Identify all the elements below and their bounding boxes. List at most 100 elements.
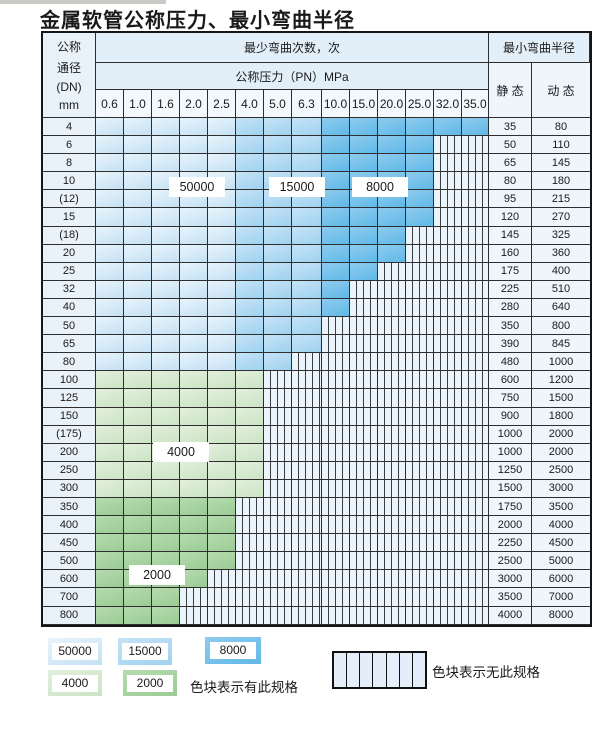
spec-cell — [96, 570, 124, 589]
no-spec-cell — [292, 479, 322, 498]
dn-cell: 8 — [43, 154, 96, 173]
no-spec-cell — [406, 534, 434, 553]
no-spec-cell — [434, 353, 462, 372]
no-spec-cell — [322, 461, 350, 480]
no-spec-note: 色块表示无此规格 — [432, 665, 540, 680]
spec-cell — [406, 172, 434, 191]
spec-cell — [378, 118, 406, 137]
spec-cell — [208, 298, 236, 318]
dynamic-radius-cell: 180 — [532, 172, 590, 191]
dn-cell: 4 — [43, 118, 96, 137]
spec-cell — [406, 136, 434, 155]
no-spec-cell — [350, 443, 378, 462]
spec-cell — [152, 389, 180, 408]
no-spec-cell — [406, 479, 434, 498]
spec-cell — [96, 226, 124, 245]
table-row: (18) 145 325 — [43, 226, 590, 245]
spec-cell — [236, 190, 264, 209]
spec-cell — [236, 208, 264, 227]
no-spec-cell — [406, 552, 434, 571]
spec-cell — [236, 389, 264, 408]
spec-cell — [378, 226, 406, 245]
pressure-col-header: 0.6 — [96, 90, 124, 118]
spec-cell — [152, 371, 180, 390]
dn-cell: 15 — [43, 208, 96, 227]
no-spec-cell — [378, 443, 406, 462]
no-spec-cell — [236, 534, 264, 553]
no-spec-cell — [378, 606, 406, 625]
no-spec-cell — [378, 371, 406, 390]
no-spec-cell — [434, 479, 462, 498]
no-spec-cell — [264, 443, 292, 462]
no-spec-cell — [350, 461, 378, 480]
no-spec-cell — [350, 335, 378, 354]
no-spec-cell — [292, 425, 322, 444]
no-spec-cell — [350, 552, 378, 571]
spec-cell — [350, 136, 378, 155]
spec-cell — [208, 244, 236, 263]
spec-cell — [124, 335, 152, 354]
static-radius-cell: 390 — [489, 335, 532, 354]
no-spec-cell — [434, 226, 462, 245]
table-row: 100 600 1200 — [43, 371, 590, 390]
scan-edge-strip — [0, 0, 166, 4]
dn-cell: (12) — [43, 190, 96, 209]
spec-cell — [96, 317, 124, 336]
spec-cell — [152, 154, 180, 173]
table-row: 300 1500 3000 — [43, 479, 590, 498]
spec-cell — [236, 407, 264, 426]
table-row: 20 160 360 — [43, 244, 590, 263]
dn-cell: 80 — [43, 353, 96, 372]
dn-cell: 150 — [43, 407, 96, 426]
dynamic-radius-cell: 2000 — [532, 443, 590, 462]
no-spec-cell — [462, 353, 489, 372]
no-spec-cell — [292, 497, 322, 517]
spec-cell — [350, 208, 378, 227]
no-spec-cell — [292, 588, 322, 607]
spec-cell — [180, 118, 208, 137]
spec-cell — [406, 154, 434, 173]
spec-cell — [236, 371, 264, 390]
no-spec-cell — [434, 208, 462, 227]
no-spec-cell — [322, 516, 350, 535]
static-radius-cell: 3500 — [489, 588, 532, 607]
spec-cell — [152, 588, 180, 607]
no-spec-cell — [434, 407, 462, 426]
spec-cell — [236, 335, 264, 354]
dynamic-radius-cell: 6000 — [532, 570, 590, 589]
spec-cell — [236, 280, 264, 299]
pressure-col-header: 1.6 — [152, 90, 180, 118]
spec-cell — [264, 244, 292, 263]
spec-cell — [292, 298, 322, 318]
static-radius-cell: 350 — [489, 317, 532, 336]
spec-cell — [322, 154, 350, 173]
dynamic-radius-cell: 800 — [532, 317, 590, 336]
spec-cell — [406, 190, 434, 209]
has-spec-note: 色块表示有此规格 — [190, 680, 298, 695]
no-spec-cell — [434, 606, 462, 625]
spec-cell — [96, 172, 124, 191]
spec-cell — [152, 606, 180, 625]
no-spec-cell — [406, 443, 434, 462]
spec-cell — [124, 534, 152, 553]
table-row: (175) 1000 2000 — [43, 425, 590, 444]
no-spec-cell — [406, 262, 434, 281]
no-spec-cell — [378, 407, 406, 426]
pressure-radius-table: 公称 通径 (DN) mm 最少弯曲次数，次 公称压力（PN）MPa 最小弯曲半… — [41, 31, 592, 627]
no-spec-cell — [350, 389, 378, 408]
table-row: 4 35 80 — [43, 118, 590, 137]
spec-cell — [378, 136, 406, 155]
no-spec-cell — [378, 298, 406, 318]
no-spec-cell — [236, 497, 264, 517]
pressure-col-header: 35.0 — [462, 90, 489, 118]
spec-cell — [180, 479, 208, 498]
spec-cell — [180, 407, 208, 426]
no-spec-cell — [462, 389, 489, 408]
spec-cell — [264, 208, 292, 227]
spec-cell — [96, 208, 124, 227]
spec-cell — [180, 516, 208, 535]
table-row: 800 4000 8000 — [43, 606, 590, 625]
spec-cell — [96, 280, 124, 299]
spec-cell — [96, 298, 124, 318]
no-spec-cell — [292, 407, 322, 426]
